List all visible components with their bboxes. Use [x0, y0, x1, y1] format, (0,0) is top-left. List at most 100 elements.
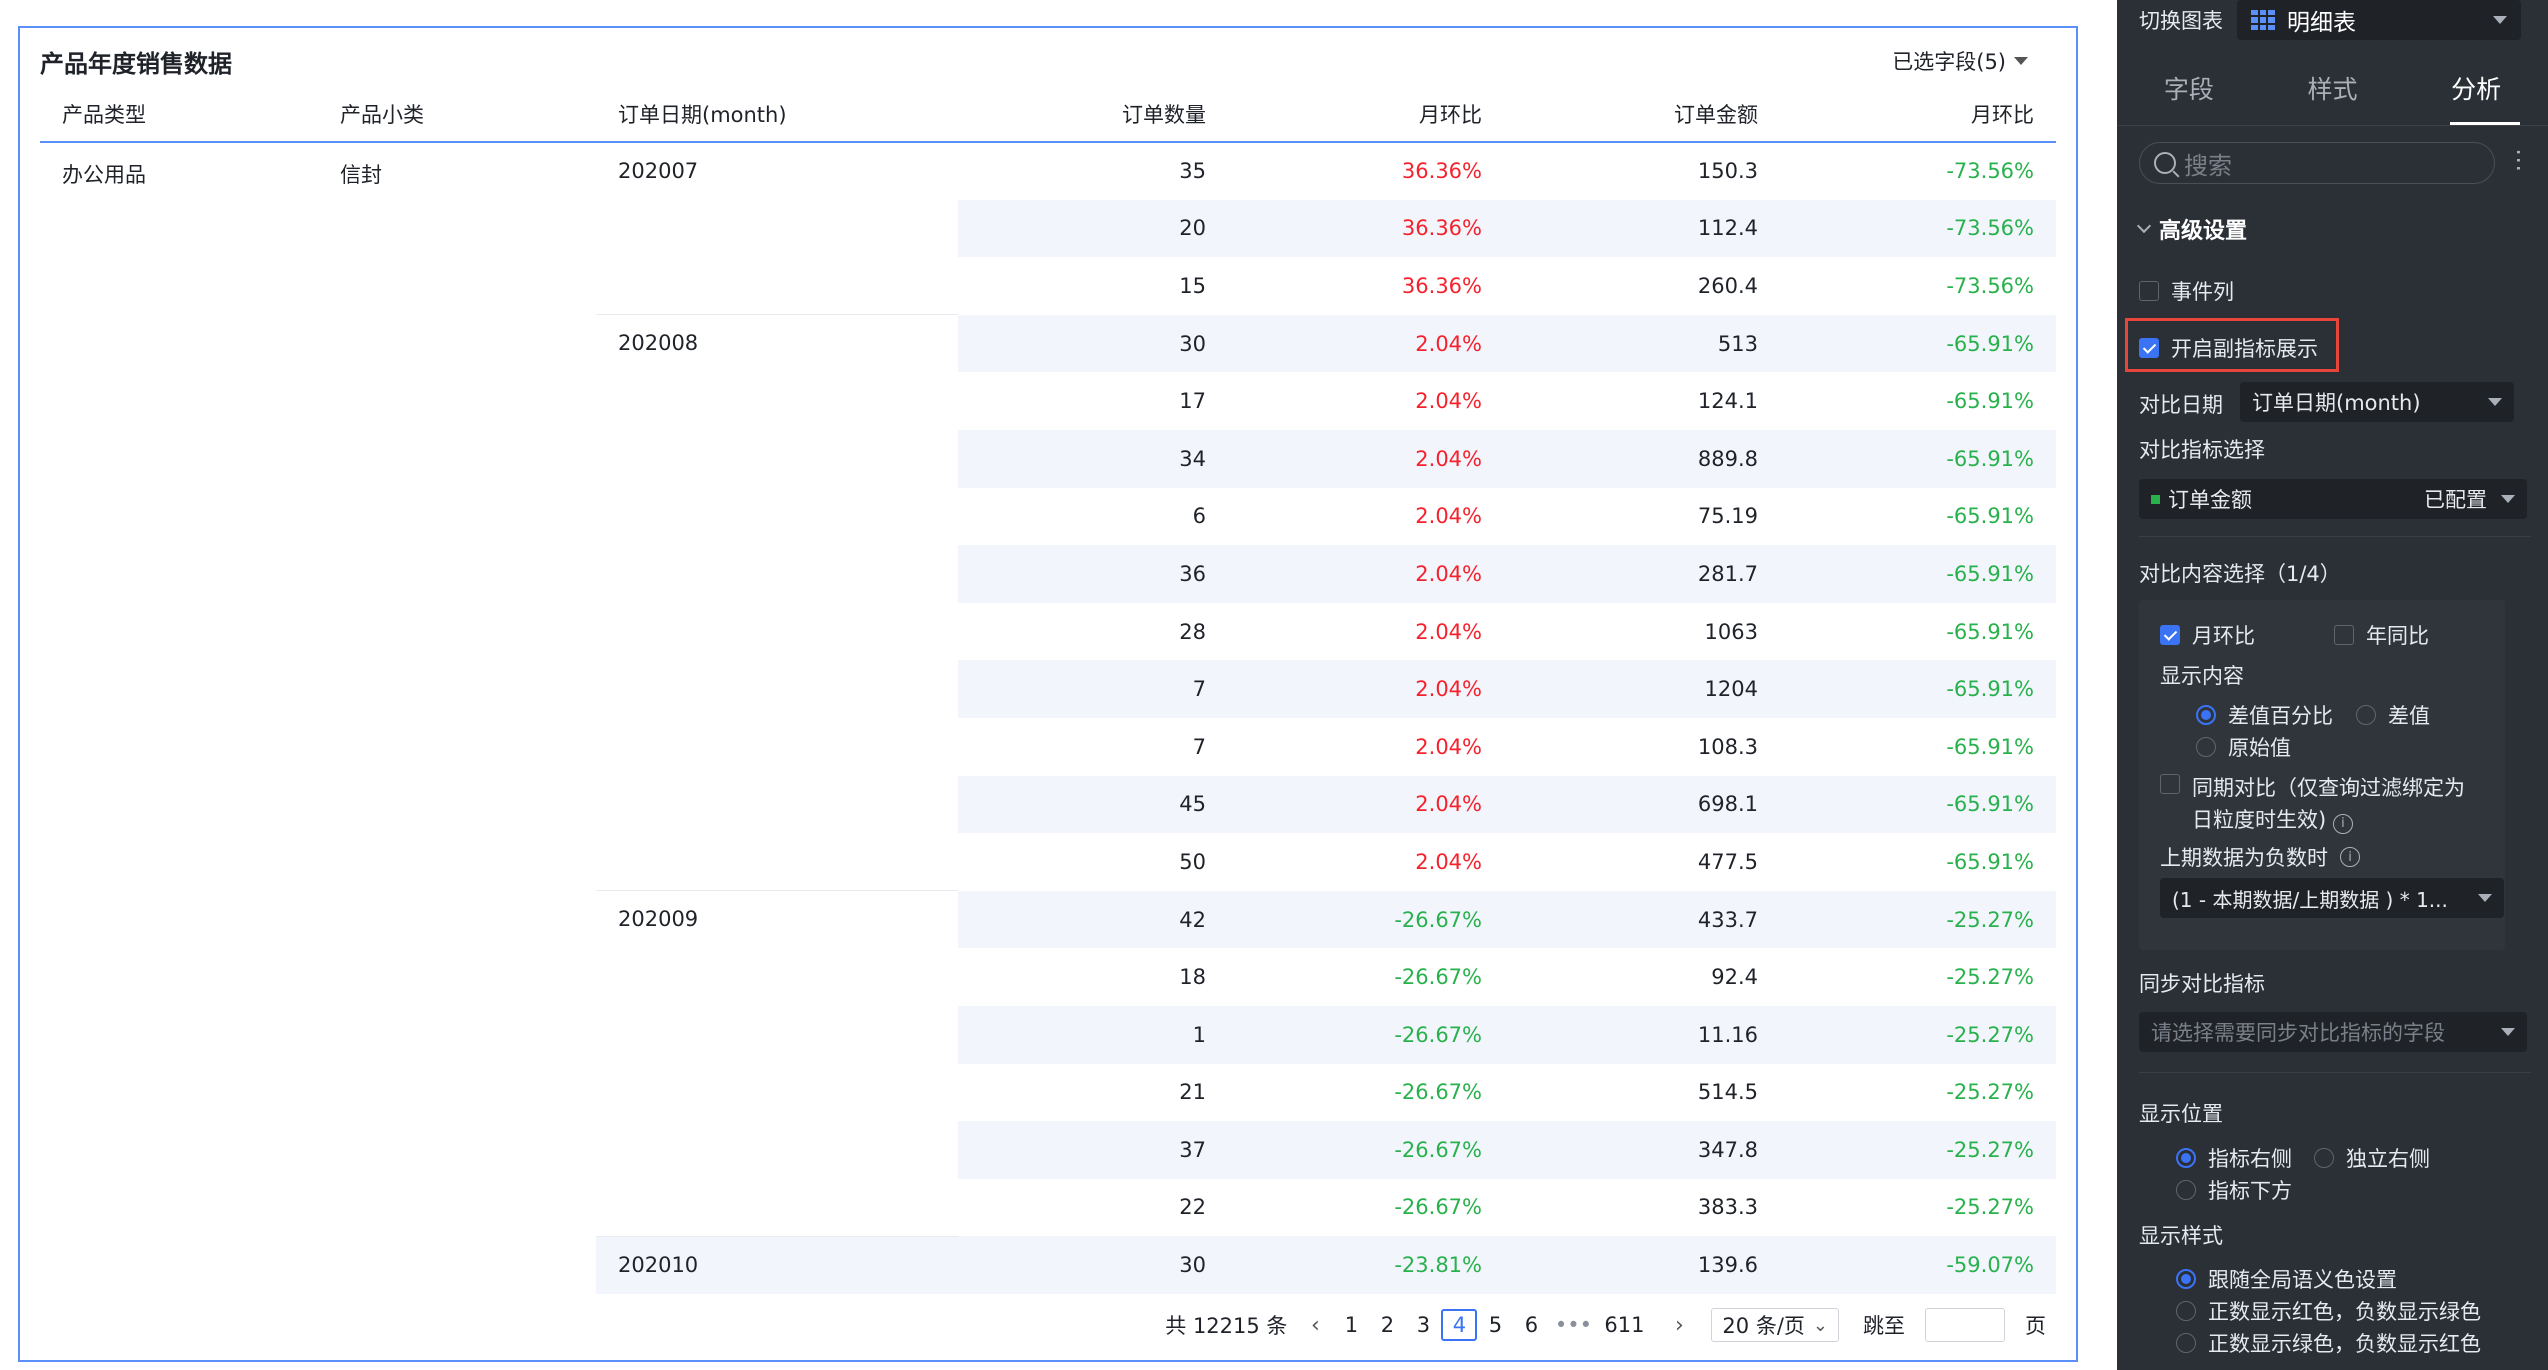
metric-name: 订单金额 — [2168, 488, 2252, 512]
diff-pct-radio[interactable] — [2196, 705, 2216, 725]
style-red-option[interactable]: 正数显示红色，负数显示绿色 — [2176, 1296, 2481, 1326]
cell-amount: 112.4 — [1504, 199, 1780, 258]
report-canvas: 产品年度销售数据 已选字段(5) 产品类型 产品小类 订单日期(month) 订… — [18, 26, 2078, 1362]
cell-mom-qty: 2.04% — [1228, 314, 1504, 373]
style-global-radio[interactable] — [2176, 1269, 2196, 1289]
enable-sub-metric-checkbox[interactable] — [2139, 338, 2159, 358]
tab-fields[interactable]: 字段 — [2163, 75, 2214, 104]
diff-pct-label: 差值百分比 — [2228, 704, 2333, 728]
negative-select[interactable]: (1 - 本期数据/上期数据 ) * 1... — [2160, 878, 2504, 918]
advanced-settings-header[interactable]: 高级设置 — [2136, 213, 2247, 245]
tab-analysis[interactable]: 分析 — [2451, 75, 2502, 104]
yoy-checkbox[interactable] — [2334, 625, 2354, 645]
page-5[interactable]: 5 — [1488, 1313, 1503, 1337]
opt-diff-pct[interactable]: 差值百分比 — [2196, 700, 2333, 730]
sync-placeholder: 请选择需要同步对比指标的字段 — [2151, 1021, 2445, 1045]
compare-date-select[interactable]: 订单日期(month) — [2240, 382, 2514, 422]
page-last[interactable]: 611 — [1604, 1313, 1645, 1337]
pos-right-option[interactable]: 指标右侧 — [2176, 1143, 2292, 1173]
more-icon[interactable]: ⋯ — [2505, 148, 2533, 168]
position-label: 显示位置 — [2139, 1102, 2223, 1126]
col-header-mom-amount[interactable]: 月环比 — [1780, 86, 2056, 143]
col-header-date[interactable]: 订单日期(month) — [596, 86, 958, 143]
event-col-checkbox[interactable] — [2139, 281, 2159, 301]
cell-mom-amount: -25.27% — [1946, 1195, 2034, 1220]
col-header-amount[interactable]: 订单金额 — [1504, 86, 1780, 143]
table-row: 15 36.36% 260.4 -73.56% — [40, 257, 2056, 315]
compare-date-label: 对比日期 — [2139, 393, 2223, 417]
page-ellipsis[interactable]: ••• — [1554, 1313, 1592, 1337]
same-period-checkbox[interactable] — [2160, 774, 2180, 794]
table-row: 36 2.04% 281.7 -65.91% — [40, 545, 2056, 603]
cell-qty: 42 — [958, 890, 1228, 949]
col-header-qty[interactable]: 订单数量 — [958, 86, 1228, 143]
metric-select[interactable]: 订单金额 已配置 — [2139, 479, 2527, 519]
pos-below-option[interactable]: 指标下方 — [2176, 1175, 2292, 1205]
style-green-option[interactable]: 正数显示绿色，负数显示红色 — [2176, 1328, 2481, 1358]
prev-page-icon[interactable]: ‹ — [1311, 1312, 1320, 1338]
page-2[interactable]: 2 — [1380, 1313, 1395, 1337]
sync-select[interactable]: 请选择需要同步对比指标的字段 — [2139, 1012, 2527, 1052]
mom-checkbox[interactable] — [2160, 625, 2180, 645]
search-input[interactable]: 搜索 — [2139, 142, 2495, 184]
chevron-down-icon — [2136, 218, 2152, 234]
cell-mom-qty: 2.04% — [1415, 504, 1482, 529]
col-header-subtype[interactable]: 产品小类 — [318, 86, 596, 143]
pos-right-radio[interactable] — [2176, 1148, 2196, 1168]
chart-type-value: 明细表 — [2287, 10, 2356, 36]
style-green-radio[interactable] — [2176, 1333, 2196, 1353]
mom-option[interactable]: 月环比 — [2160, 620, 2255, 650]
caret-down-icon — [2501, 495, 2515, 503]
style-red-radio[interactable] — [2176, 1301, 2196, 1321]
pos-right-label: 指标右侧 — [2208, 1147, 2292, 1171]
cell-mom-qty: 2.04% — [1228, 660, 1504, 718]
col-header-mom-qty[interactable]: 月环比 — [1228, 86, 1504, 143]
next-page-icon[interactable]: › — [1675, 1312, 1684, 1338]
cell-mom-amount: -73.56% — [1946, 159, 2034, 184]
cell-month: 202007 — [618, 159, 699, 183]
info-icon[interactable]: i — [2332, 814, 2353, 834]
search-icon — [2154, 152, 2176, 174]
table-row: 28 2.04% 1063 -65.91% — [40, 603, 2056, 661]
cell-mom-qty: 2.04% — [1415, 849, 1482, 874]
diff-radio[interactable] — [2356, 705, 2376, 725]
same-period-option[interactable]: 同期对比（仅查询过滤绑定为 日粒度时生效) i — [2160, 772, 2465, 836]
caret-down-icon — [2501, 1028, 2515, 1036]
cell-amount: 11.16 — [1504, 1005, 1780, 1064]
opt-diff[interactable]: 差值 — [2356, 700, 2430, 730]
table-row: 37 -26.67% 347.8 -25.27% — [40, 1121, 2056, 1179]
cell-amount: 260.4 — [1697, 273, 1758, 298]
table-row: 办公用品 信封 202007 35 36.36% 150.3 -73.56% — [40, 142, 2056, 200]
table-row: 202008 30 2.04% 513 -65.91% — [40, 314, 2056, 891]
page-1[interactable]: 1 — [1344, 1313, 1359, 1337]
style-global-option[interactable]: 跟随全局语义色设置 — [2176, 1264, 2397, 1294]
cell-qty: 36 — [958, 545, 1228, 603]
jump-label: 跳至 — [1863, 1314, 1905, 1338]
cell-mom-amount: -65.91% — [1780, 545, 2056, 603]
negative-label-row: 上期数据为负数时 i — [2160, 842, 2360, 872]
page-6[interactable]: 6 — [1524, 1313, 1539, 1337]
yoy-option[interactable]: 年同比 — [2334, 620, 2429, 650]
page-3[interactable]: 3 — [1416, 1313, 1431, 1337]
style-red-label: 正数显示红色，负数显示绿色 — [2208, 1300, 2481, 1324]
selected-fields-dropdown[interactable]: 已选字段(5) — [1892, 46, 2028, 76]
col-header-type[interactable]: 产品类型 — [40, 86, 318, 143]
event-col-option[interactable]: 事件列 — [2139, 276, 2234, 306]
cell-amount: 889.8 — [1504, 429, 1780, 488]
cell-type: 办公用品 — [62, 163, 146, 187]
page-4-current[interactable]: 4 — [1441, 1309, 1478, 1341]
divider — [2139, 1072, 2531, 1073]
info-icon[interactable]: i — [2340, 847, 2360, 867]
pos-below-radio[interactable] — [2176, 1180, 2196, 1200]
raw-radio[interactable] — [2196, 737, 2216, 757]
cell-qty: 1 — [958, 1005, 1228, 1064]
enable-sub-metric-option[interactable]: 开启副指标展示 — [2139, 333, 2318, 363]
page-size-select[interactable]: 20 条/页 ⌄ — [1711, 1308, 1839, 1342]
pos-indep-radio[interactable] — [2314, 1148, 2334, 1168]
jump-page-input[interactable] — [1925, 1308, 2005, 1342]
tab-style[interactable]: 样式 — [2307, 75, 2358, 104]
pos-indep-option[interactable]: 独立右侧 — [2314, 1143, 2430, 1173]
cell-month: 202010 — [596, 1235, 958, 1294]
opt-raw[interactable]: 原始值 — [2196, 732, 2291, 762]
chart-type-select[interactable]: 明细表 — [2237, 0, 2521, 40]
